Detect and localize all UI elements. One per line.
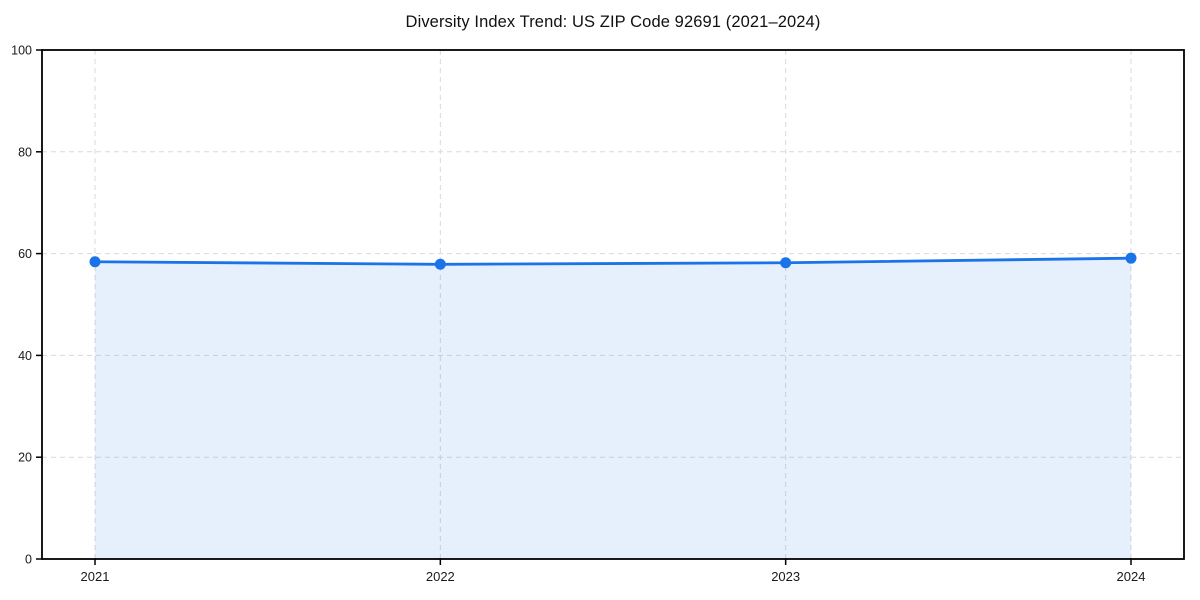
y-tick-label: 40 [18, 349, 32, 363]
y-tick-label: 80 [18, 145, 32, 159]
area-fill [95, 258, 1131, 559]
trend-line [93, 256, 1133, 266]
y-tick-label: 100 [11, 44, 32, 58]
y-tick-label: 20 [18, 451, 32, 465]
data-point [434, 258, 446, 270]
plot-border [41, 49, 1185, 560]
x-tick-label: 2024 [1117, 569, 1146, 584]
x-tick-label: 2022 [426, 569, 455, 584]
y-tick-label: 60 [18, 247, 32, 261]
chart-title: Diversity Index Trend: US ZIP Code 92691… [405, 13, 821, 31]
data-point [89, 256, 101, 268]
x-tick-label: 2021 [81, 569, 110, 584]
y-tick-label: 0 [25, 553, 32, 567]
data-point [780, 257, 792, 269]
data-point [1125, 252, 1137, 264]
x-tick-label: 2023 [771, 569, 800, 584]
